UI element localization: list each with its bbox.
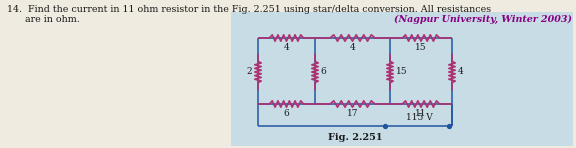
Text: are in ohm.: are in ohm.: [7, 15, 79, 24]
Text: 4: 4: [350, 44, 355, 53]
Text: 6: 6: [283, 110, 289, 119]
Text: 115 V: 115 V: [406, 114, 433, 123]
FancyBboxPatch shape: [231, 12, 573, 146]
Text: 6: 6: [320, 67, 326, 77]
Text: 14.  Find the current in 11 ohm resistor in the Fig. 2.251 using star/delta conv: 14. Find the current in 11 ohm resistor …: [7, 5, 491, 14]
Text: (Nagpur University, Winter 2003): (Nagpur University, Winter 2003): [394, 15, 572, 24]
Text: 15: 15: [415, 44, 427, 53]
Text: 11: 11: [415, 110, 427, 119]
Text: Fig. 2.251: Fig. 2.251: [328, 133, 382, 142]
Text: 4: 4: [283, 44, 289, 53]
Text: 4: 4: [457, 67, 463, 77]
Text: 17: 17: [347, 110, 358, 119]
Text: 2: 2: [247, 67, 252, 77]
Text: 15: 15: [396, 67, 407, 77]
